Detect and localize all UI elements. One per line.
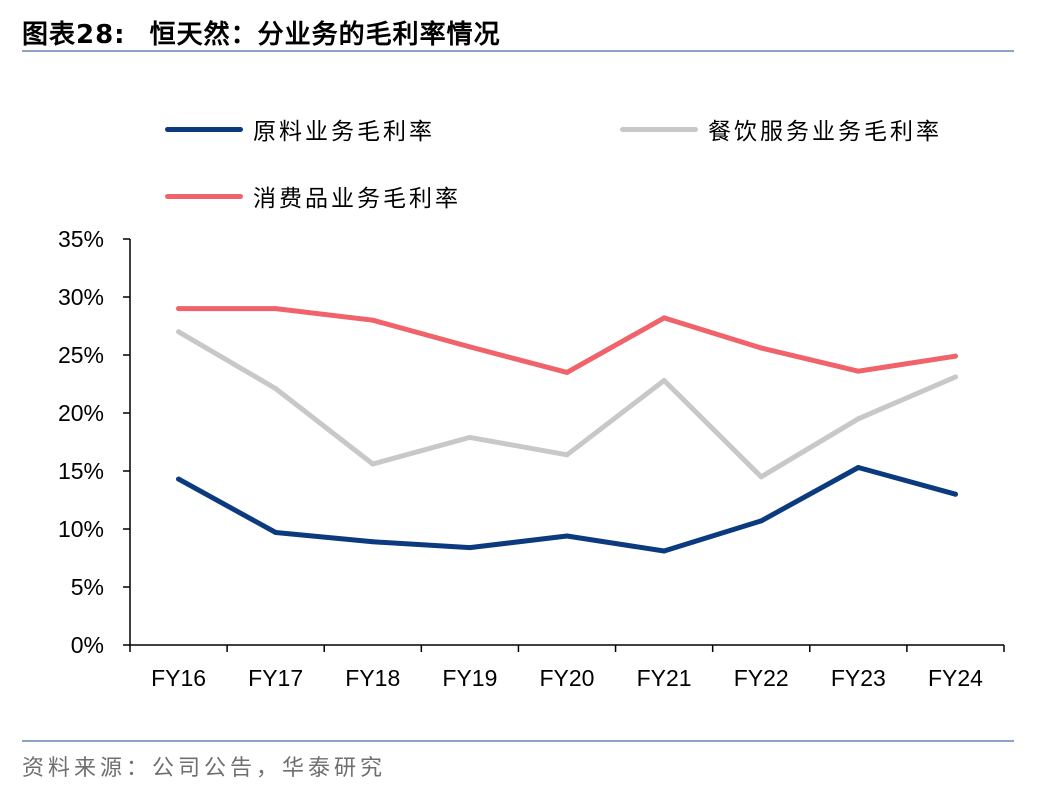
legend-item-consumer: 消费品业务毛利率 — [165, 181, 461, 212]
x-tick-label: FY21 — [637, 665, 692, 691]
data-point — [273, 529, 279, 535]
legend-label: 消费品业务毛利率 — [253, 186, 461, 212]
data-point — [467, 344, 473, 350]
y-tick-label: 30% — [58, 284, 104, 310]
x-tick-label: FY23 — [831, 665, 886, 691]
legend-swatch — [165, 193, 243, 199]
data-point — [370, 461, 376, 467]
x-tick-label: FY24 — [928, 665, 983, 691]
data-point — [273, 306, 279, 312]
data-point — [758, 345, 764, 351]
chart-title: 恒天然：分业务的毛利率情况 — [149, 20, 501, 50]
y-tick-label: 15% — [58, 458, 104, 484]
x-tick-label: FY16 — [151, 665, 206, 691]
x-tick-label: FY17 — [248, 665, 303, 691]
data-point — [661, 315, 667, 321]
x-tick-label: FY22 — [734, 665, 789, 691]
legend-label: 原料业务毛利率 — [253, 119, 435, 145]
data-point — [758, 474, 764, 480]
data-point — [855, 465, 861, 471]
header-divider — [22, 50, 1014, 52]
data-point — [370, 539, 376, 545]
data-point — [855, 416, 861, 422]
data-point — [176, 329, 182, 335]
footer-divider — [22, 740, 1014, 742]
data-point — [952, 353, 958, 359]
data-point — [661, 378, 667, 384]
y-tick-label: 5% — [71, 574, 104, 600]
x-tick-label: FY20 — [540, 665, 595, 691]
legend-swatch — [165, 126, 243, 132]
data-point — [661, 548, 667, 554]
data-point — [952, 374, 958, 380]
figure-title: 图表28: 恒天然：分业务的毛利率情况 — [22, 14, 501, 51]
data-point — [467, 545, 473, 551]
y-tick-label: 0% — [71, 632, 104, 658]
data-point — [467, 434, 473, 440]
data-point — [758, 518, 764, 524]
figure-label: 图表28: — [22, 20, 126, 50]
data-point — [273, 386, 279, 392]
data-point — [855, 368, 861, 374]
y-tick-label: 20% — [58, 400, 104, 426]
series-line-raw-materials — [176, 465, 958, 554]
y-tick-label: 25% — [58, 342, 104, 368]
data-point — [564, 452, 570, 458]
data-point — [564, 533, 570, 539]
source-note: 资料来源：公司公告，华泰研究 — [22, 756, 387, 781]
legend-item-raw-materials: 原料业务毛利率 — [165, 114, 435, 145]
data-point — [952, 491, 958, 497]
y-tick-label: 10% — [58, 516, 104, 542]
data-point — [176, 306, 182, 312]
data-point — [176, 476, 182, 482]
series-line-consumer — [176, 306, 958, 375]
data-point — [370, 317, 376, 323]
legend-label: 餐饮服务业务毛利率 — [708, 119, 942, 145]
y-tick-label: 35% — [58, 226, 104, 252]
legend-swatch — [620, 126, 698, 132]
x-tick-label: FY19 — [442, 665, 497, 691]
legend-item-foodservice: 餐饮服务业务毛利率 — [620, 114, 942, 145]
x-tick-label: FY18 — [345, 665, 400, 691]
data-point — [564, 369, 570, 375]
